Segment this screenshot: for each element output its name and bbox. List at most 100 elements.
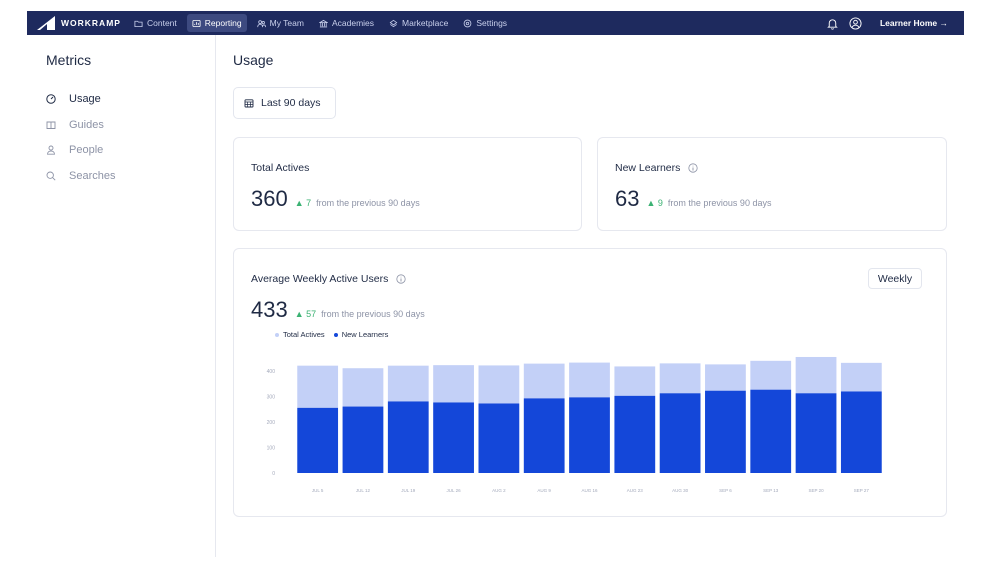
metric-value: 360 bbox=[251, 186, 288, 211]
academy-icon bbox=[318, 19, 328, 27]
x-tick-label: AUG 9 bbox=[537, 488, 551, 493]
x-tick-label: SEP 6 bbox=[719, 488, 732, 493]
bar-total-actives[interactable] bbox=[795, 356, 837, 394]
total-actives-metric: 360 ▲ 7 from the previous 90 days bbox=[251, 186, 420, 212]
sidebar-item-label: Guides bbox=[69, 119, 104, 131]
legend-item-new-learners[interactable]: New Learners bbox=[333, 330, 389, 339]
bar-new-learners[interactable] bbox=[614, 395, 656, 473]
bar-total-actives[interactable] bbox=[705, 364, 746, 391]
x-tick-label: JUL 19 bbox=[401, 488, 416, 493]
weekly-title: Average Weekly Active Users bbox=[251, 273, 389, 285]
x-tick-label: JUL 12 bbox=[356, 488, 371, 493]
page-title: Usage bbox=[233, 52, 274, 68]
nav-item-reporting[interactable]: Reporting bbox=[186, 14, 247, 32]
weekly-metric: 433 ▲ 57 from the previous 90 days bbox=[251, 297, 425, 323]
card-title: New Learners bbox=[615, 162, 698, 174]
bar-new-learners[interactable] bbox=[478, 403, 520, 473]
search-icon bbox=[46, 171, 56, 181]
info-icon[interactable] bbox=[688, 163, 698, 173]
nav-item-label: Content bbox=[147, 18, 177, 28]
bar-new-learners[interactable] bbox=[342, 406, 384, 473]
nav-item-settings[interactable]: Settings bbox=[458, 14, 512, 32]
sidebar-item-label: People bbox=[69, 144, 104, 156]
y-tick-label: 200 bbox=[267, 420, 276, 426]
brand-logo[interactable]: WORKRAMP bbox=[37, 16, 129, 30]
bar-total-actives[interactable] bbox=[659, 363, 701, 394]
bar-new-learners[interactable] bbox=[659, 393, 701, 473]
bar-new-learners[interactable] bbox=[297, 407, 339, 473]
metrics-sidebar: Metrics Usage Guides People Searches bbox=[27, 35, 216, 557]
nav-item-label: Academies bbox=[331, 18, 375, 28]
metric-delta: ▲ 9 bbox=[646, 198, 663, 208]
sidebar-item-guides[interactable]: Guides bbox=[46, 119, 104, 131]
bar-total-actives[interactable] bbox=[433, 365, 474, 403]
bar-new-learners[interactable] bbox=[387, 401, 429, 473]
bar-new-learners[interactable] bbox=[750, 389, 792, 473]
nav-item-content[interactable]: Content bbox=[129, 14, 182, 32]
legend-swatch bbox=[275, 332, 279, 337]
x-tick-label: JUL 26 bbox=[447, 488, 462, 493]
metric-value: 433 bbox=[251, 297, 288, 322]
legend-swatch bbox=[333, 332, 338, 337]
x-tick-label: JUL 5 bbox=[312, 488, 324, 493]
bar-new-learners[interactable] bbox=[569, 397, 610, 473]
workramp-logo-icon bbox=[37, 16, 55, 30]
period-select-button[interactable]: Weekly bbox=[868, 268, 922, 289]
legend-label: New Learners bbox=[341, 330, 389, 339]
sidebar-item-usage[interactable]: Usage bbox=[46, 93, 101, 105]
x-tick-label: SEP 27 bbox=[854, 488, 870, 493]
team-icon bbox=[256, 19, 266, 27]
bar-total-actives[interactable] bbox=[478, 365, 520, 404]
metric-delta: ▲ 57 bbox=[294, 309, 317, 319]
sidebar-item-label: Usage bbox=[69, 93, 101, 105]
bar-total-actives[interactable] bbox=[387, 365, 429, 402]
metric-note: from the previous 90 days bbox=[321, 309, 425, 319]
metric-note: from the previous 90 days bbox=[667, 198, 772, 208]
date-range-button[interactable]: Last 90 days bbox=[233, 87, 336, 119]
nav-item-academies[interactable]: Academies bbox=[314, 14, 379, 32]
gauge-icon bbox=[46, 94, 56, 104]
brand-name: WORKRAMP bbox=[61, 18, 121, 28]
folder-icon bbox=[134, 20, 143, 27]
user-account-icon[interactable] bbox=[849, 16, 862, 30]
y-tick-label: 100 bbox=[267, 445, 276, 451]
x-tick-label: AUG 23 bbox=[627, 488, 644, 493]
bar-total-actives[interactable] bbox=[342, 368, 384, 407]
bell-icon[interactable] bbox=[826, 17, 839, 30]
new-learners-title: New Learners bbox=[615, 162, 681, 174]
bar-new-learners[interactable] bbox=[433, 402, 474, 473]
learner-home-link[interactable]: Learner Home → bbox=[879, 18, 948, 28]
bar-total-actives[interactable] bbox=[750, 360, 792, 390]
bar-total-actives[interactable] bbox=[614, 366, 656, 396]
nav-item-label: Settings bbox=[476, 18, 508, 28]
bar-new-learners[interactable] bbox=[795, 393, 837, 473]
bar-new-learners[interactable] bbox=[705, 390, 746, 473]
marketplace-icon bbox=[389, 19, 398, 27]
weekly-active-users-chart: 0 100 200 300 400 JUL 5 JUL 12 JUL 19 JUL 26 AUG … bbox=[267, 356, 882, 493]
gear-icon bbox=[464, 19, 472, 27]
legend-label: Total Actives bbox=[283, 330, 325, 339]
new-learners-card: New Learners 63 ▲ 9 from the previous 90… bbox=[597, 137, 947, 231]
date-range-label: Last 90 days bbox=[261, 97, 321, 109]
book-icon bbox=[46, 121, 56, 130]
legend-item-total-actives[interactable]: Total Actives bbox=[275, 330, 325, 339]
bar-total-actives[interactable] bbox=[569, 362, 610, 398]
total-actives-card: Total Actives 360 ▲ 7 from the previous … bbox=[233, 137, 582, 231]
new-learners-metric: 63 ▲ 9 from the previous 90 days bbox=[615, 186, 771, 212]
bar-total-actives[interactable] bbox=[297, 365, 339, 408]
bar-total-actives[interactable] bbox=[840, 362, 882, 392]
info-icon[interactable] bbox=[396, 274, 406, 284]
bar-new-learners[interactable] bbox=[840, 391, 882, 473]
y-tick-label: 0 bbox=[272, 471, 275, 477]
x-tick-label: AUG 2 bbox=[492, 488, 506, 493]
metric-delta: ▲ 7 bbox=[294, 198, 312, 208]
sidebar-item-people[interactable]: People bbox=[46, 144, 103, 156]
metric-value: 63 bbox=[615, 186, 640, 211]
bar-total-actives[interactable] bbox=[523, 363, 565, 399]
nav-item-marketplace[interactable]: Marketplace bbox=[384, 14, 453, 32]
bar-new-learners[interactable] bbox=[523, 398, 565, 473]
nav-item-my-team[interactable]: My Team bbox=[252, 14, 309, 32]
sidebar-item-searches[interactable]: Searches bbox=[46, 170, 115, 182]
x-tick-label: SEP 13 bbox=[763, 488, 779, 493]
metric-note: from the previous 90 days bbox=[316, 198, 420, 208]
